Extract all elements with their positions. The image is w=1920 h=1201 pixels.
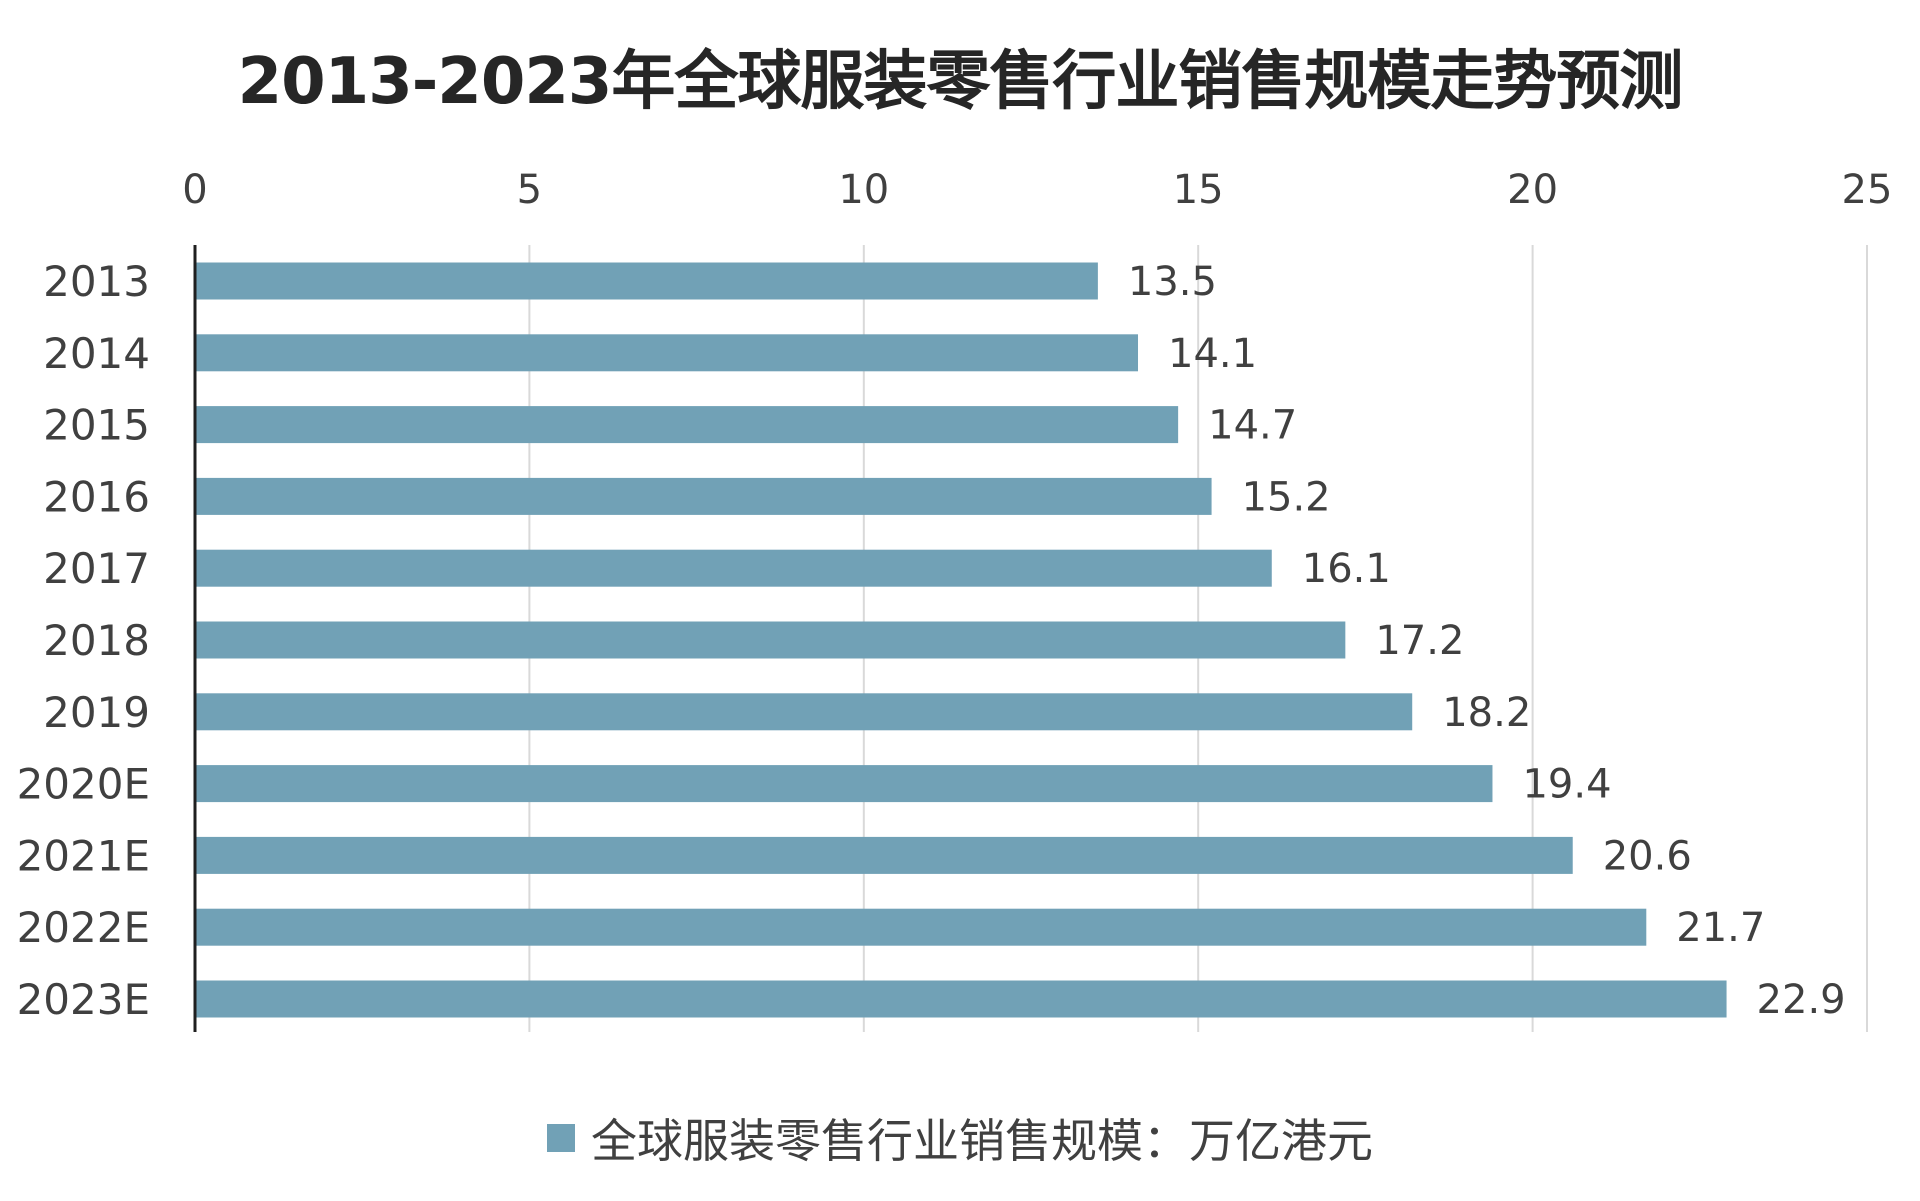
data-label-2015: 14.7 [1208, 403, 1297, 449]
category-label-2016: 2016 [43, 472, 150, 521]
data-label-2018: 17.2 [1375, 618, 1464, 664]
data-label-2016: 15.2 [1242, 474, 1331, 520]
data-label-2017: 16.1 [1302, 546, 1391, 592]
tick-label-0: 0 [182, 167, 207, 213]
category-label-2022E: 2022E [17, 903, 150, 952]
bar-2021E [195, 836, 1573, 874]
category-label-2018: 2018 [43, 616, 150, 665]
bar-2020E [195, 765, 1493, 803]
data-label-2013: 13.5 [1128, 259, 1217, 305]
legend-swatch [547, 1124, 575, 1152]
category-axis-labels: 2013 2014 2015 2016 2017 2018 2019 2020E 2021E 20… [17, 257, 150, 1024]
category-label-2023E: 2023E [17, 975, 150, 1024]
data-label-2022E: 21.7 [1676, 905, 1765, 951]
bar-2019 [195, 693, 1413, 731]
category-label-2019: 2019 [43, 688, 150, 737]
tick-label-5: 5 [517, 167, 542, 213]
chart-title: 2013-2023年全球服装零售行业销售规模走势预测 [237, 45, 1684, 119]
bars [195, 262, 1727, 1018]
legend: 全球服装零售行业销售规模：万亿港元 [0, 1105, 1920, 1171]
bar-2022E [195, 908, 1647, 946]
data-label-2020E: 19.4 [1522, 762, 1611, 808]
tick-label-20: 20 [1507, 167, 1558, 213]
data-label-2019: 18.2 [1442, 690, 1531, 736]
bar-2023E [195, 980, 1727, 1018]
bar-2016 [195, 477, 1212, 515]
category-label-2014: 2014 [43, 329, 150, 378]
bar-2013 [195, 262, 1098, 300]
data-labels: 13.5 14.1 14.7 15.2 16.1 17.2 18.2 19.4 20.6 21.7… [1128, 259, 1846, 1023]
data-label-2014: 14.1 [1168, 331, 1257, 377]
category-label-2015: 2015 [43, 401, 150, 450]
data-label-2023E: 22.9 [1757, 977, 1846, 1023]
bar-2015 [195, 406, 1179, 444]
category-label-2017: 2017 [43, 544, 150, 593]
tick-label-10: 10 [838, 167, 889, 213]
tick-label-15: 15 [1173, 167, 1224, 213]
tick-label-25: 25 [1842, 167, 1893, 213]
category-label-2020E: 2020E [17, 760, 150, 809]
data-label-2021E: 20.6 [1603, 833, 1692, 879]
bar-2014 [195, 334, 1139, 372]
bar-2017 [195, 549, 1272, 587]
category-label-2013: 2013 [43, 257, 150, 306]
legend-label: 全球服装零售行业销售规模：万亿港元 [591, 1114, 1373, 1168]
value-axis-ticks: 0 5 10 15 20 25 [182, 167, 1892, 213]
bar-2018 [195, 621, 1346, 659]
category-label-2021E: 2021E [17, 831, 150, 880]
